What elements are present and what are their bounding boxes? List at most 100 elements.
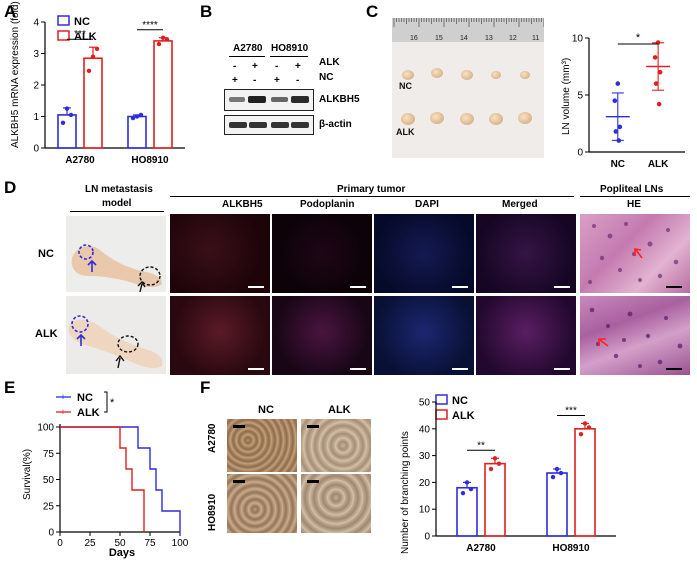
lymph-node	[402, 70, 414, 80]
if-podoplanin-nc	[272, 214, 372, 293]
tube-formation-alk-ho8910	[301, 474, 371, 533]
column-alkbh5: ALKBH5	[222, 199, 263, 210]
data-point	[134, 114, 140, 119]
if-dapi-nc	[374, 214, 474, 293]
data-point	[653, 81, 659, 86]
y-tick-label: 0	[48, 528, 54, 539]
y-tick-label: 10	[572, 34, 584, 45]
column-he: HE	[627, 199, 641, 210]
bar	[83, 57, 103, 149]
panel-label-c: C	[366, 2, 379, 21]
data-point	[617, 124, 623, 130]
data-point	[615, 81, 621, 86]
panel-label-e: E	[4, 378, 16, 397]
y-tick-label: 1	[33, 112, 39, 123]
y-tick-label: 0	[33, 144, 39, 155]
x-tick-label: ALK	[648, 159, 669, 170]
mouse-photo-nc	[66, 216, 166, 292]
y-tick-label: 30	[419, 451, 431, 462]
legend-nc-label: NC	[77, 392, 93, 404]
y-tick-label: 0	[577, 148, 583, 159]
legend-nc-marker: +	[60, 392, 65, 402]
cell-line-underline-ho8910	[270, 56, 308, 57]
band-label-alkbh5: ALKBH5	[319, 94, 360, 105]
lymph-node	[430, 112, 444, 124]
lymph-node	[431, 68, 443, 78]
if-merged-nc	[476, 214, 576, 293]
column-podoplanin: Podoplanin	[300, 199, 355, 210]
lymph-node	[489, 113, 503, 125]
if-podoplanin-alk	[272, 296, 372, 375]
survival-line	[60, 426, 145, 532]
data-point	[460, 490, 466, 496]
legend-alk-label: ALK	[74, 31, 97, 43]
significance-star: *	[110, 397, 115, 409]
bar	[456, 486, 478, 537]
alk-mark-4: +	[295, 61, 301, 72]
nc-mark-1: +	[232, 75, 238, 86]
row-label-alk: ALK	[319, 57, 340, 68]
photo-label-nc: NC	[399, 81, 412, 91]
x-tick-label: HO8910	[131, 155, 169, 166]
header-ln-model-2: model	[102, 198, 132, 209]
legend-alk-swatch	[435, 409, 448, 420]
panel-e-chart: + NC + ALK * 0 25 50 75 100 0 25 50 75 100 Surviv…	[22, 391, 189, 559]
significance-label: **	[477, 440, 485, 451]
y-tick-label: 20	[419, 478, 431, 489]
header-popliteal: Popliteal LNs	[600, 184, 664, 195]
data-point	[652, 55, 658, 60]
data-point	[468, 486, 474, 492]
y-tick-label: 5	[577, 91, 583, 102]
panel-c-chart: 0 5 10 NC ALK * LN volume (mm³)	[561, 32, 685, 170]
y-axis-label: ALKBH5 mRNA expression (fold)	[10, 1, 21, 148]
data-point	[156, 41, 162, 47]
y-tick-label: 10	[419, 505, 431, 516]
western-blot-beta-actin	[224, 115, 314, 135]
y-axis-label: Number of branching points	[400, 431, 411, 554]
bar	[546, 472, 568, 537]
survival-line	[60, 426, 181, 532]
row-label-nc: NC	[319, 72, 334, 83]
data-point	[164, 37, 170, 42]
panel-label-f: F	[200, 378, 211, 397]
legend-nc-swatch	[57, 15, 70, 26]
photo-label-alk: ALK	[396, 127, 415, 137]
if-merged-alk	[476, 296, 576, 375]
legend-alk-label: ALK	[452, 410, 475, 422]
data-point	[656, 101, 662, 107]
ruler-number: 16	[410, 35, 418, 42]
y-tick-label: 50	[43, 475, 55, 486]
x-tick-label: A2780	[466, 543, 496, 554]
data-point	[554, 466, 560, 472]
y-tick-label: 2	[33, 81, 39, 92]
significance-label: ***	[74, 29, 86, 40]
data-point	[586, 425, 592, 430]
data-point	[86, 68, 92, 74]
x-tick-label: 25	[84, 538, 96, 549]
bar	[57, 114, 77, 149]
legend-alk-swatch	[57, 30, 70, 41]
lymph-node	[520, 71, 530, 79]
alk-mark-2: +	[252, 61, 258, 72]
y-axis-label: Survival(%)	[22, 449, 33, 500]
lymph-node-photo: 16 15 14 13 12 11 NC ALK	[392, 18, 544, 158]
bar	[484, 462, 506, 537]
panel-a-chart: NC ALK 0 1 2 3 4 A2780 *** HO8910 **** ALKBH5 mR…	[10, 1, 185, 166]
ruler-number: 12	[509, 35, 517, 42]
alk-mark-3: -	[275, 61, 279, 72]
nc-mark-2: -	[253, 75, 257, 86]
x-axis-label: Days	[109, 547, 135, 559]
y-tick-label: 3	[33, 49, 39, 60]
x-tick-label: 75	[144, 538, 156, 549]
lymph-node	[491, 71, 501, 79]
data-point	[90, 54, 96, 59]
legend-nc-label: NC	[452, 395, 468, 407]
western-blot-alkbh5	[224, 89, 314, 111]
x-tick-label: 100	[172, 538, 189, 549]
data-point	[613, 129, 619, 134]
lymph-node	[401, 113, 415, 125]
nc-mark-4: -	[296, 75, 300, 86]
header-primary-tumor: Primary tumor	[337, 184, 406, 195]
legend-alk-marker: +	[60, 407, 65, 417]
ruler-number: 15	[435, 35, 443, 42]
